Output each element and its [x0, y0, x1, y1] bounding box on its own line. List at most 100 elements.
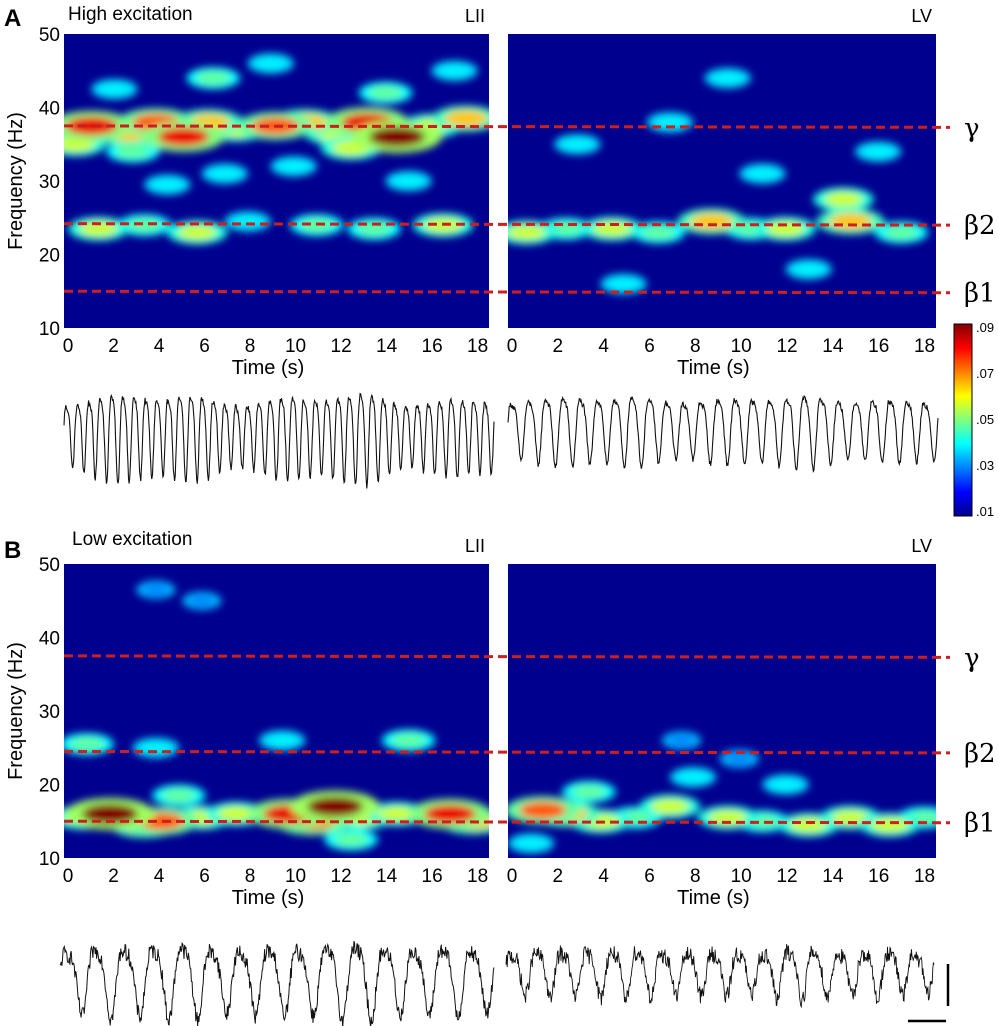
band-label-beta1: β1	[964, 279, 996, 309]
heatmap-hotspot	[279, 160, 309, 173]
x-tick-label: 6	[199, 336, 210, 357]
band-label-beta2: β2	[964, 211, 996, 241]
panel-b-lii-heatmap: LII	[64, 536, 489, 858]
x-tick-label: 16	[422, 866, 443, 887]
x-tick-label: 14	[376, 336, 398, 357]
y-tick-label: 10	[39, 849, 60, 870]
band-line	[63, 289, 951, 295]
band-label-beta1: β1	[964, 809, 996, 839]
band-label-gamma: γ	[964, 113, 980, 143]
heatmap-hotspot	[870, 817, 909, 833]
heatmap-hotspot	[70, 737, 104, 751]
heatmap-hotspot	[369, 126, 426, 147]
panel-a-band-lines	[63, 124, 951, 295]
trace-a-lv	[507, 395, 939, 473]
colorbar-ticks: .01 .03 .05 .07 .09	[976, 320, 994, 519]
heatmap-hotspot	[713, 71, 743, 85]
heatmap-hotspot	[424, 804, 476, 824]
x-tick-label: 8	[690, 866, 701, 887]
heatmap-hotspot	[690, 213, 733, 230]
x-tick-label: 2	[553, 336, 564, 357]
x-tick-label: 18	[914, 866, 935, 887]
y-tick-label: 10	[39, 319, 60, 340]
trace-b-lii	[59, 941, 495, 1026]
heatmap-hotspot	[678, 770, 708, 784]
heatmap-hotspot	[378, 806, 417, 822]
heatmap-hotspot	[256, 57, 286, 70]
heatmap-hotspot	[178, 224, 217, 240]
x-tick-label: 18	[467, 336, 488, 357]
x-tick-label: 2	[108, 336, 119, 357]
y-tick-label: 50	[39, 555, 60, 576]
panel-b-letter: B	[4, 537, 21, 564]
colorbar-tick-label: .07	[976, 366, 994, 381]
x-tick-label: 8	[245, 336, 256, 357]
heatmap-hotspot	[196, 71, 231, 85]
y-tick-label: 40	[39, 99, 60, 120]
panel-b-ylabel: Frequency (Hz)	[5, 642, 27, 780]
colorbar-tick-label: .01	[976, 504, 994, 519]
colorbar-tick-label: .03	[976, 458, 994, 473]
heatmap-hotspot	[267, 734, 297, 747]
heatmap-hotspot	[794, 262, 824, 276]
band-line	[63, 654, 951, 659]
heatmap-hotspot	[562, 138, 592, 151]
colorbar-tick-label: .05	[976, 412, 994, 427]
band-line	[63, 124, 951, 129]
panel-a-band-labels: γ β2 β1	[964, 113, 996, 308]
heatmap-hotspot	[771, 778, 801, 791]
x-axis-label: Time (s)	[232, 357, 305, 379]
panel-b-lv-xticks: 0 2 4 6 8 10 12 14 16 18	[507, 866, 935, 887]
x-tick-label: 14	[376, 866, 398, 887]
panel-a-lv-heatmap: LV	[508, 6, 936, 328]
trace-b-lv	[505, 944, 935, 1009]
heatmap-hotspot	[210, 167, 240, 180]
x-tick-label: 0	[507, 866, 518, 887]
x-tick-label: 10	[285, 866, 306, 887]
y-tick-label: 30	[39, 172, 60, 193]
panel-a-yticks: 10 20 30 40 50	[39, 25, 60, 340]
trace-a-lii	[63, 392, 495, 489]
panel-b-band-lines	[63, 654, 951, 825]
heatmap-hotspot	[334, 832, 368, 847]
heatmap-hotspot	[81, 803, 138, 824]
heatmap-hotspot	[143, 584, 169, 596]
panel-a-lii-xticks: 0 2 4 6 8 10 12 14 16 18	[63, 336, 488, 357]
x-tick-label: 12	[331, 336, 352, 357]
x-tick-label: 8	[690, 336, 701, 357]
panel-b-band-labels: γ β2 β1	[964, 643, 996, 838]
panel-b-lii-xticks: 0 2 4 6 8 10 12 14 16 18	[63, 866, 488, 887]
heatmap-hotspot	[824, 191, 863, 207]
x-tick-label: 8	[245, 866, 256, 887]
heatmap-hotspots	[64, 580, 489, 851]
band-label-gamma: γ	[964, 643, 980, 673]
layer-label: LII	[465, 536, 485, 556]
heatmap-hotspots	[508, 68, 929, 294]
x-tick-label: 14	[822, 866, 844, 887]
x-tick-label: 6	[644, 336, 655, 357]
x-tick-label: 4	[154, 866, 165, 887]
colorbar-tick-label: .09	[976, 320, 994, 335]
band-line	[63, 749, 951, 755]
heatmap-hotspot	[189, 595, 215, 607]
panel-a-lv-xticks: 0 2 4 6 8 10 12 14 16 18	[507, 336, 935, 357]
heatmap-hotspot	[727, 753, 752, 765]
x-axis-label: Time (s)	[677, 887, 750, 909]
band-line	[63, 222, 951, 227]
y-tick-label: 30	[39, 702, 60, 723]
heatmap-hotspot	[747, 167, 777, 180]
colorbar-scale	[953, 323, 973, 517]
heatmap-hotspot	[508, 224, 546, 240]
heatmap-hotspot	[162, 788, 196, 803]
heatmap-hotspot	[217, 806, 256, 822]
layer-label: LII	[465, 6, 485, 26]
x-tick-label: 0	[63, 866, 74, 887]
heatmap-hotspot	[307, 796, 364, 817]
heatmap-hotspot	[391, 733, 426, 748]
x-tick-label: 2	[108, 866, 119, 887]
x-tick-label: 10	[285, 336, 306, 357]
x-tick-label: 2	[553, 866, 564, 887]
layer-label: LV	[911, 6, 932, 26]
y-tick-label: 20	[39, 776, 60, 797]
